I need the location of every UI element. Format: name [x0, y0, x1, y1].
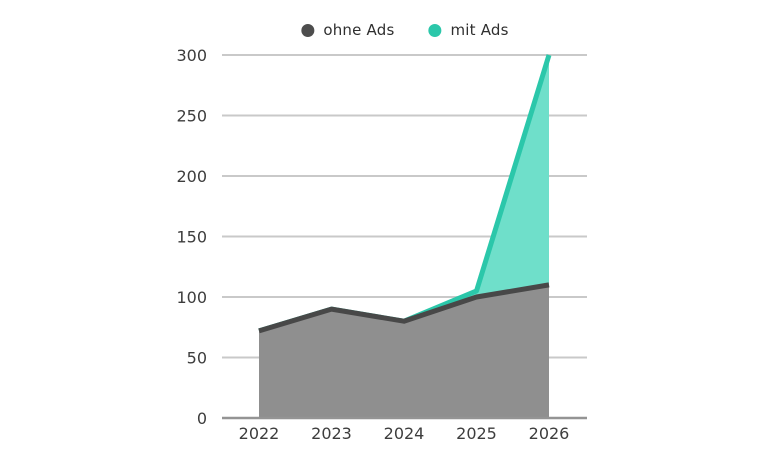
x-axis-labels: 2022 2023 2024 2025 2026	[239, 424, 570, 443]
legend-dot-mit-ads-icon	[428, 23, 442, 37]
y-tick-label-300: 300	[176, 46, 207, 65]
x-tick-label-2024: 2024	[384, 424, 425, 443]
legend-item-ohne-ads[interactable]: ohne Ads	[301, 21, 394, 39]
x-tick-label-2023: 2023	[311, 424, 352, 443]
y-axis-labels: 0 50 100 150 200 250 300	[176, 46, 207, 428]
y-tick-label-150: 150	[176, 228, 207, 247]
series-ohne-ads	[258, 282, 550, 418]
legend-dot-ohne-ads-icon	[301, 23, 315, 37]
y-tick-label-100: 100	[176, 288, 207, 307]
x-tick-label-2026: 2026	[529, 424, 570, 443]
area-fill-ohne-ads	[259, 284, 549, 418]
y-tick-label-0: 0	[197, 409, 207, 428]
legend-item-mit-ads[interactable]: mit Ads	[428, 21, 508, 39]
area-line-ohne-ads	[258, 282, 550, 334]
chart-legend: ohne Ads mit Ads	[301, 21, 508, 39]
x-tick-label-2025: 2025	[456, 424, 497, 443]
legend-label-mit-ads: mit Ads	[450, 21, 509, 39]
legend-label-ohne-ads: ohne Ads	[323, 21, 395, 39]
y-tick-label-250: 250	[176, 107, 207, 126]
x-tick-label-2022: 2022	[239, 424, 280, 443]
y-tick-label-50: 50	[187, 349, 207, 368]
y-tick-label-200: 200	[176, 167, 207, 186]
